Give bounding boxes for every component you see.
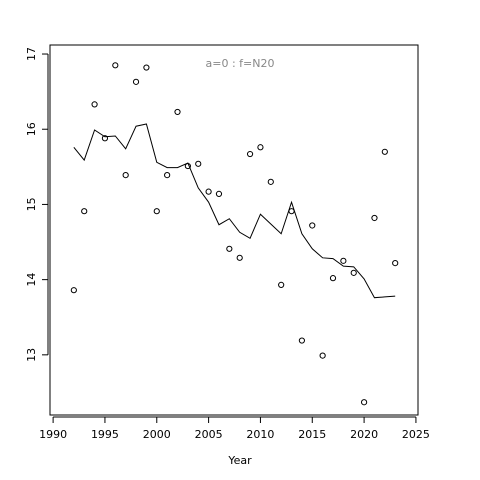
point bbox=[381, 148, 388, 155]
y-tick-label: 15 bbox=[25, 197, 38, 211]
line bbox=[73, 123, 396, 299]
point bbox=[236, 254, 243, 261]
point bbox=[226, 245, 233, 252]
point bbox=[70, 287, 77, 294]
point bbox=[319, 352, 326, 359]
point bbox=[215, 190, 223, 198]
point bbox=[298, 337, 305, 344]
point bbox=[91, 101, 98, 108]
x-tick-label: 2025 bbox=[402, 428, 430, 441]
point bbox=[174, 108, 181, 116]
x-tick-label: 2020 bbox=[350, 428, 378, 441]
x-axis-label: Year bbox=[227, 454, 252, 467]
point bbox=[101, 135, 109, 142]
point bbox=[257, 144, 264, 151]
x-tick-label: 1995 bbox=[91, 428, 119, 441]
y-tick-label: 14 bbox=[25, 273, 38, 287]
point bbox=[278, 281, 285, 288]
point bbox=[81, 208, 88, 215]
point bbox=[153, 208, 160, 215]
point bbox=[350, 269, 357, 276]
point bbox=[340, 257, 347, 264]
point bbox=[360, 399, 368, 406]
x-tick-label: 1990 bbox=[39, 428, 67, 441]
point bbox=[205, 188, 212, 195]
point bbox=[288, 208, 295, 215]
point bbox=[246, 150, 254, 158]
x-tick-label: 2010 bbox=[246, 428, 274, 441]
point bbox=[132, 78, 140, 85]
y-tick-label: 16 bbox=[25, 122, 38, 136]
point bbox=[309, 222, 316, 229]
point bbox=[122, 172, 129, 179]
point bbox=[112, 62, 119, 69]
x-tick-label: 2015 bbox=[298, 428, 326, 441]
point bbox=[143, 64, 150, 71]
point bbox=[392, 259, 399, 267]
point bbox=[329, 275, 337, 282]
x-tick-label: 2000 bbox=[143, 428, 171, 441]
y-tick-label: 13 bbox=[25, 348, 38, 362]
annotation: a=0 : f=N20 bbox=[206, 57, 275, 70]
y-tick-label: 17 bbox=[25, 47, 38, 61]
point bbox=[164, 172, 171, 179]
point bbox=[267, 178, 274, 185]
x-tick-label: 2005 bbox=[195, 428, 223, 441]
point bbox=[371, 214, 378, 222]
plot-box bbox=[49, 44, 419, 416]
point bbox=[195, 160, 202, 167]
